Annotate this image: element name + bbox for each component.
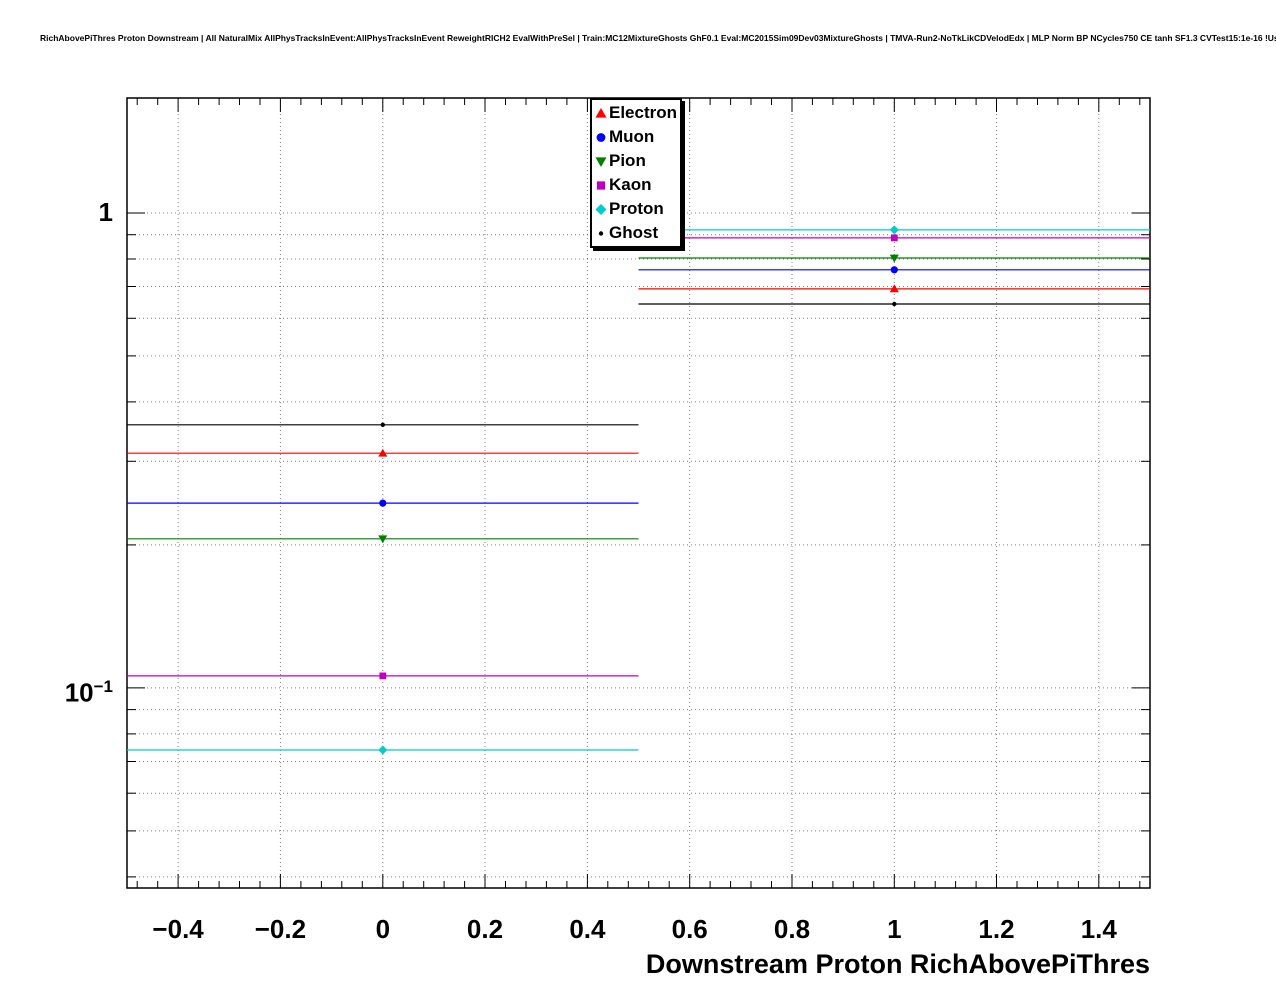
series-pion bbox=[127, 254, 1150, 544]
legend-entry-ghost: Ghost bbox=[593, 221, 677, 245]
series-muon bbox=[127, 266, 1150, 507]
kaon-marker bbox=[379, 672, 387, 680]
pion-marker bbox=[378, 535, 388, 544]
series-kaon bbox=[127, 234, 1150, 680]
x-tick-label: 1.4 bbox=[1081, 914, 1118, 944]
pion-marker bbox=[889, 254, 899, 263]
x-tick-label: 1.2 bbox=[978, 914, 1014, 944]
axis-ticks bbox=[127, 98, 1150, 888]
x-axis-title: Downstream Proton RichAbovePiThres bbox=[645, 949, 1150, 979]
legend-label: Ghost bbox=[609, 223, 659, 242]
triangle-up-icon bbox=[595, 108, 607, 118]
grid-lines bbox=[127, 98, 1150, 888]
legend-marker-proton bbox=[595, 204, 607, 215]
diamond-icon bbox=[595, 204, 607, 215]
x-tick-label: 0.2 bbox=[467, 914, 503, 944]
muon-marker bbox=[379, 499, 387, 507]
circle-icon bbox=[596, 133, 606, 142]
x-tick-label: 0.4 bbox=[569, 914, 606, 944]
triangle-down-icon bbox=[595, 157, 607, 167]
legend-entry-kaon: Kaon bbox=[593, 173, 677, 197]
kaon-marker bbox=[890, 234, 898, 242]
ghost-marker bbox=[892, 301, 897, 307]
legend-entry-proton: Proton bbox=[593, 197, 677, 221]
proton-marker bbox=[889, 225, 899, 235]
series-proton bbox=[127, 225, 1150, 755]
x-tick-label: 1 bbox=[887, 914, 901, 944]
y-tick-label: 1 bbox=[98, 196, 113, 227]
series-electron bbox=[127, 284, 1150, 457]
legend-marker-ghost bbox=[598, 231, 604, 236]
legend-entry-muon: Muon bbox=[593, 125, 677, 149]
legend-label: Kaon bbox=[609, 175, 652, 194]
series-ghost bbox=[127, 301, 1150, 427]
x-tick-label: 0.6 bbox=[672, 914, 708, 944]
x-tick-label: 0.8 bbox=[774, 914, 810, 944]
legend: Electron Muon Pion Kaon Proton Ghost bbox=[590, 98, 683, 248]
muon-marker bbox=[890, 266, 898, 274]
electron-marker bbox=[378, 448, 388, 457]
proton-marker bbox=[378, 745, 388, 755]
x-tick-labels: −0.4 −0.2 0 0.2 0.4 0.6 0.8 1 1.2 1.4 bbox=[152, 914, 1117, 944]
legend-marker-electron bbox=[595, 108, 607, 118]
x-tick-label: −0.2 bbox=[255, 914, 306, 944]
x-tick-label: 0 bbox=[376, 914, 390, 944]
legend-label: Proton bbox=[609, 199, 664, 218]
square-icon bbox=[596, 181, 606, 190]
legend-label: Electron bbox=[609, 103, 678, 122]
legend-marker-muon bbox=[596, 133, 606, 142]
ghost-marker bbox=[380, 422, 385, 427]
legend-entry-electron: Electron bbox=[593, 101, 677, 125]
legend-label: Muon bbox=[609, 127, 655, 146]
y-tick-label: 10−1 bbox=[64, 676, 113, 708]
legend-label: Pion bbox=[609, 151, 646, 170]
legend-marker-kaon bbox=[596, 181, 606, 190]
legend-marker-pion bbox=[595, 157, 607, 167]
dot-icon bbox=[598, 231, 604, 236]
legend-entry-pion: Pion bbox=[593, 149, 677, 173]
electron-marker bbox=[889, 284, 899, 293]
x-tick-label: −0.4 bbox=[152, 914, 204, 944]
plot-header-title: RichAbovePiThres Proton Downstream | All… bbox=[40, 33, 1276, 43]
